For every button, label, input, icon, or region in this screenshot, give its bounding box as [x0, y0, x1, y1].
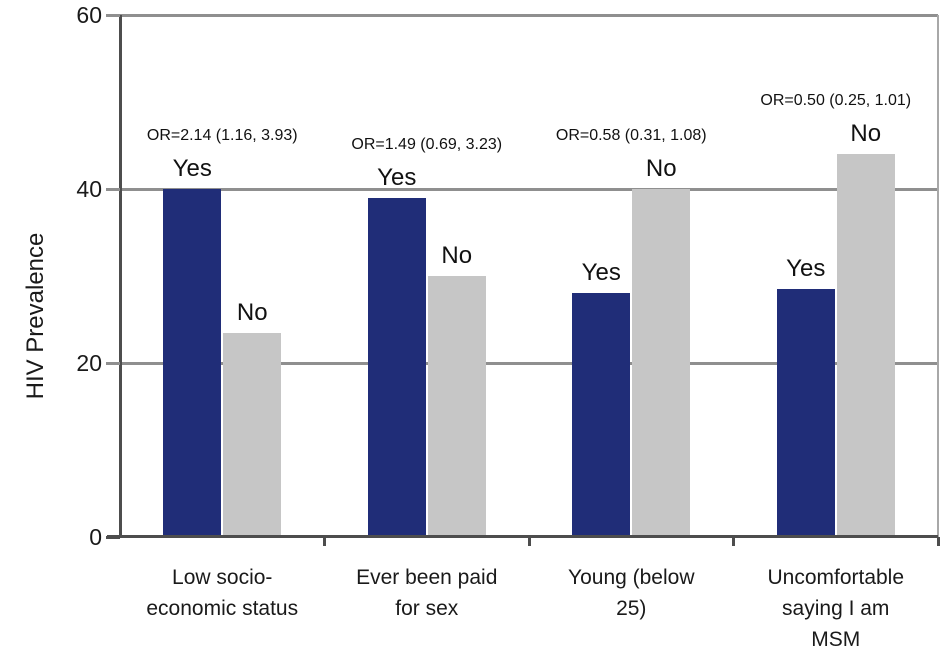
no-bar — [427, 276, 486, 537]
bar-value-label-no: No — [236, 298, 268, 326]
bar-value-label-no: No — [441, 242, 473, 269]
or-annotation: OR=0.50 (0.25, 1.01) — [760, 92, 912, 110]
bar-value-label-yes: Yes — [172, 155, 212, 182]
yes-bar — [572, 293, 631, 537]
no-bar — [632, 189, 691, 537]
bar-group-1: Yes No OR=2.14 (1.16, 3.93) — [120, 15, 325, 537]
y-axis-line — [119, 15, 122, 538]
category-label-4: Uncomfortable saying I am MSM — [767, 566, 905, 651]
bar-value-label-yes: Yes — [786, 255, 826, 283]
bar-pair: Yes No — [776, 120, 895, 537]
gridline-40 — [120, 187, 938, 191]
no-bar — [836, 154, 895, 537]
y-tick-label-40: 40 — [76, 176, 102, 202]
or-annotation: OR=2.14 (1.16, 3.93) — [146, 127, 298, 144]
x-tick-mark-1 — [323, 537, 326, 546]
no-bar-wrap: No — [632, 155, 691, 537]
x-tick-mark-4 — [936, 537, 940, 546]
y-tick-mark-0 — [106, 535, 120, 539]
bar-group-2: Yes No OR=1.49 (0.69, 3.23) — [325, 15, 530, 537]
bar-pair: Yes No — [367, 164, 486, 537]
bar-group-3: Yes No OR=0.58 (0.31, 1.08) — [529, 15, 734, 537]
category-label-2: Ever been paid for sex — [356, 566, 498, 620]
bar-value-label-no: No — [850, 120, 882, 148]
bar-pair: Yes No — [572, 155, 691, 537]
or-annotation: OR=0.58 (0.31, 1.08) — [555, 127, 707, 144]
or-annotation: OR=1.49 (0.69, 3.23) — [351, 135, 503, 153]
yes-bar — [163, 189, 222, 537]
bar-value-label-yes: Yes — [377, 163, 417, 191]
x-tick-mark-3 — [732, 537, 735, 546]
no-bar-wrap: No — [427, 242, 486, 537]
y-tick-label-0: 0 — [89, 524, 102, 550]
yes-bar-wrap: Yes — [163, 155, 222, 537]
x-axis-line — [107, 535, 938, 538]
bar-group-4: Yes No OR=0.50 (0.25, 1.01) — [734, 15, 939, 537]
yes-bar-wrap: Yes — [572, 259, 631, 537]
plot-area: Yes No OR=2.14 (1.16, 3.93) Yes No OR=1.49 (0… — [107, 13, 940, 546]
category-label-3: Young (below 25) — [568, 566, 695, 620]
yes-bar-wrap: Yes — [776, 255, 835, 537]
category-label-1: Low socio- economic status — [146, 566, 299, 620]
no-bar-wrap: No — [223, 299, 282, 537]
no-bar — [223, 332, 282, 537]
bar-pair: Yes No — [163, 155, 282, 537]
plot-right-border — [937, 15, 939, 537]
yes-bar-wrap: Yes — [367, 164, 426, 537]
y-tick-mark-60 — [106, 13, 120, 17]
no-bar-wrap: No — [836, 120, 895, 537]
y-tick-label-20: 20 — [76, 350, 102, 376]
gridline-20 — [120, 361, 938, 365]
bar-value-label-yes: Yes — [581, 259, 621, 287]
y-tick-mark-20 — [106, 361, 120, 365]
gridline-60 — [120, 13, 938, 17]
y-tick-mark-40 — [106, 187, 120, 191]
yes-bar — [776, 289, 835, 537]
y-tick-label-60: 60 — [76, 2, 102, 28]
x-tick-mark-2 — [527, 537, 531, 546]
bar-value-label-no: No — [645, 155, 677, 182]
yes-bar — [367, 197, 426, 537]
